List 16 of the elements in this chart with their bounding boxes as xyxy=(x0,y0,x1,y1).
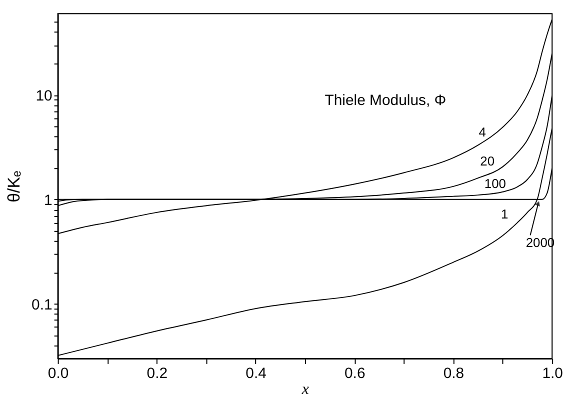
x-tick-label: 0.2 xyxy=(146,364,168,382)
x-tick-label: 0.0 xyxy=(48,364,69,382)
x-tick-label: 0.8 xyxy=(443,364,464,382)
y-tick-label: 10 xyxy=(36,87,52,104)
annotation: 1 xyxy=(500,206,508,222)
x-tick-label: 0.6 xyxy=(344,364,366,382)
annotation: 100 xyxy=(484,176,506,192)
annotation: Thiele Modulus, Φ xyxy=(324,92,446,109)
x-tick-label: 1.0 xyxy=(542,364,563,382)
x-tick-label: 0.4 xyxy=(246,364,266,382)
x-axis-title: x xyxy=(300,380,309,398)
y-tick-label: 1 xyxy=(44,192,52,209)
annotation: 4 xyxy=(478,124,486,140)
y-tick-label: 0.1 xyxy=(32,296,52,314)
annotation: 20 xyxy=(480,153,495,168)
y-axis-title: θ/Kₑ xyxy=(4,170,24,202)
